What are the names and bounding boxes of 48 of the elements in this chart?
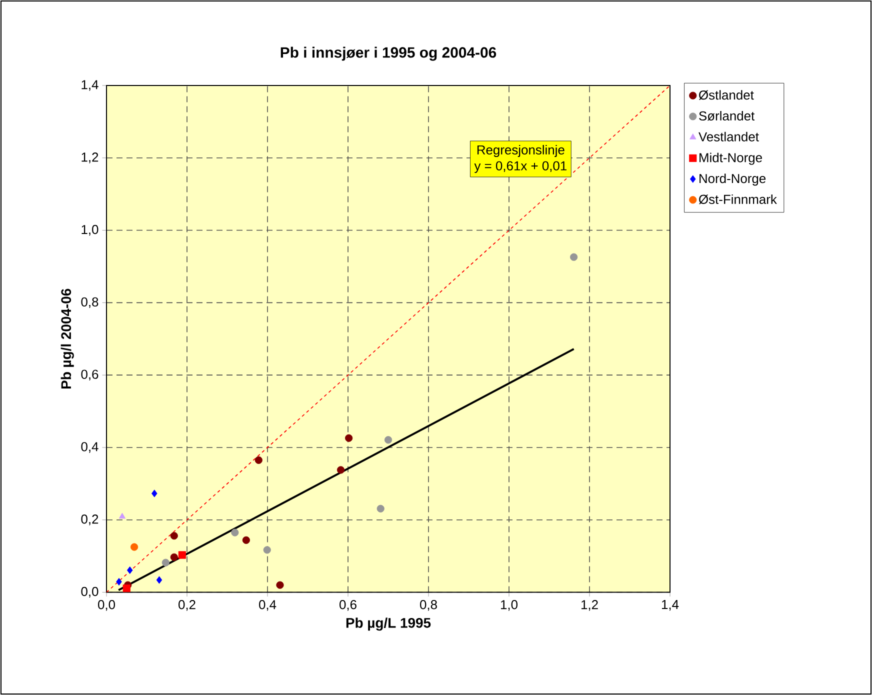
x-tick-label: 1,2	[581, 600, 598, 611]
y-axis-title: Pb µg/l 2004-06	[60, 288, 74, 388]
y-tick-label: 1,2	[82, 152, 98, 164]
point	[231, 528, 239, 536]
point	[276, 581, 284, 589]
x-tick-label: 0,0	[98, 600, 116, 611]
legend-label: Midt-Norge	[700, 152, 762, 165]
point	[570, 253, 578, 261]
legend-label: Sørlandet	[699, 110, 755, 121]
point	[178, 551, 186, 559]
point	[152, 490, 158, 498]
legend-label: Vestlandet	[698, 132, 759, 142]
x-axis-title: Pb µg/L 1995	[346, 618, 431, 631]
point	[242, 536, 250, 544]
point	[126, 566, 133, 574]
point	[170, 532, 178, 540]
point	[345, 434, 353, 442]
legend-label: Nord-Norge	[700, 174, 766, 186]
point	[118, 512, 126, 519]
point	[156, 576, 162, 584]
x-tick-label: 1,0	[500, 600, 518, 611]
point	[376, 504, 384, 512]
legend-label: Øst-Finnmark	[698, 194, 777, 204]
x-tick-label: 0,2	[178, 600, 196, 611]
y-tick-label: 0,8	[81, 297, 98, 308]
point	[336, 466, 345, 474]
annotation: y = 0,61x + 0,01	[474, 161, 566, 173]
point	[130, 543, 138, 551]
point	[170, 553, 178, 561]
legend-label: Østlandet	[698, 90, 754, 100]
point	[116, 578, 122, 586]
x-tick-label: 0,4	[259, 600, 276, 611]
x-tick-label: 0,8	[420, 600, 437, 611]
y-tick-label: 0,2	[81, 514, 98, 526]
point	[384, 436, 392, 444]
annotation: Regresjonslinje	[477, 144, 564, 158]
y-tick-label: 0,4	[81, 442, 98, 453]
point	[122, 584, 130, 592]
y-tick-label: 0,6	[81, 370, 98, 380]
point	[162, 558, 170, 566]
x-tick-label: 0,6	[340, 600, 356, 611]
y-tick-label: 1,0	[82, 224, 98, 236]
point	[263, 546, 271, 554]
y-tick-label: 0,0	[81, 586, 98, 598]
chart-title: Pb i innsjøer i 1995 og 2004-06	[280, 46, 496, 61]
x-tick-label: 1,4	[662, 600, 679, 611]
point	[254, 456, 262, 464]
y-tick-label: 1,4	[82, 80, 98, 91]
